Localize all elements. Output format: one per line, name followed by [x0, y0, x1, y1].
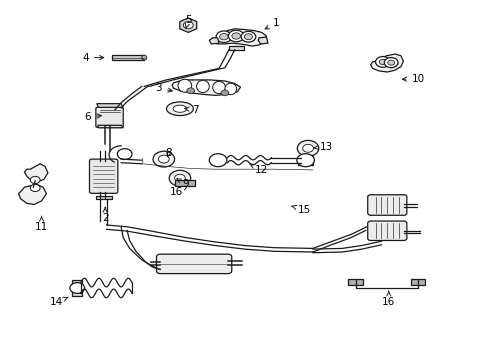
Circle shape — [216, 31, 231, 42]
Text: 16: 16 — [381, 291, 395, 307]
Polygon shape — [258, 37, 267, 44]
Ellipse shape — [212, 81, 225, 94]
Polygon shape — [172, 80, 240, 95]
Ellipse shape — [173, 105, 186, 112]
Circle shape — [297, 140, 318, 156]
FancyBboxPatch shape — [89, 159, 118, 193]
Circle shape — [241, 31, 255, 42]
Text: 16: 16 — [169, 186, 187, 197]
Text: 3: 3 — [155, 83, 172, 93]
Polygon shape — [97, 104, 123, 109]
Circle shape — [219, 33, 228, 40]
Text: 1: 1 — [264, 18, 279, 29]
Circle shape — [379, 59, 386, 65]
Polygon shape — [211, 158, 224, 163]
Circle shape — [158, 155, 169, 163]
Text: 13: 13 — [313, 141, 333, 152]
FancyBboxPatch shape — [367, 195, 406, 215]
Ellipse shape — [224, 83, 236, 95]
Text: 5: 5 — [184, 15, 191, 28]
Circle shape — [169, 170, 190, 186]
Circle shape — [183, 22, 193, 29]
Polygon shape — [175, 180, 194, 186]
Circle shape — [231, 33, 240, 39]
Polygon shape — [96, 196, 112, 199]
Circle shape — [153, 151, 174, 167]
Circle shape — [186, 88, 194, 94]
Circle shape — [209, 154, 226, 167]
Circle shape — [302, 144, 313, 152]
Circle shape — [70, 283, 84, 293]
Ellipse shape — [166, 102, 193, 116]
Polygon shape — [228, 46, 244, 50]
Polygon shape — [72, 280, 82, 296]
Polygon shape — [112, 55, 144, 60]
Circle shape — [174, 174, 185, 182]
Polygon shape — [24, 164, 48, 182]
Polygon shape — [410, 279, 425, 285]
Text: 4: 4 — [82, 53, 103, 63]
Polygon shape — [298, 156, 312, 165]
Circle shape — [30, 176, 40, 184]
Text: 8: 8 — [165, 148, 172, 158]
Text: 15: 15 — [291, 204, 310, 215]
Ellipse shape — [196, 80, 209, 93]
FancyBboxPatch shape — [367, 221, 406, 240]
Polygon shape — [370, 54, 403, 72]
Polygon shape — [19, 184, 46, 204]
Circle shape — [387, 60, 394, 65]
Circle shape — [296, 154, 314, 167]
FancyBboxPatch shape — [156, 254, 231, 274]
Ellipse shape — [178, 79, 191, 92]
Text: 14: 14 — [49, 297, 68, 307]
Circle shape — [117, 149, 132, 159]
Text: 12: 12 — [249, 164, 268, 175]
Text: 7: 7 — [184, 105, 199, 115]
Text: 11: 11 — [35, 216, 48, 232]
Circle shape — [375, 57, 389, 67]
Text: 9: 9 — [177, 179, 189, 189]
Polygon shape — [212, 29, 266, 46]
Circle shape — [244, 34, 252, 40]
Circle shape — [228, 30, 244, 42]
Circle shape — [30, 184, 40, 192]
Text: 10: 10 — [402, 74, 424, 84]
Polygon shape — [347, 279, 362, 285]
Polygon shape — [180, 18, 196, 32]
Circle shape — [384, 58, 397, 68]
FancyBboxPatch shape — [96, 107, 123, 127]
Ellipse shape — [142, 55, 146, 60]
Text: 2: 2 — [102, 207, 108, 223]
Circle shape — [221, 90, 228, 96]
Polygon shape — [98, 125, 123, 128]
Polygon shape — [209, 38, 219, 44]
Text: 6: 6 — [84, 112, 101, 122]
